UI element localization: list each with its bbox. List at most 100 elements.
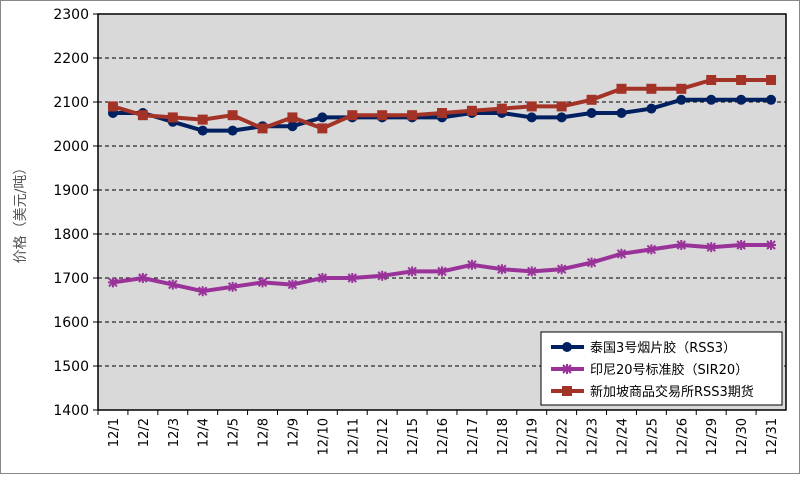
data-point-1 (347, 273, 358, 283)
data-point-0 (586, 108, 597, 118)
data-point-2 (676, 83, 687, 94)
star-stroke (706, 242, 716, 252)
legend-label: 印尼20号标准胶（SIR20） (590, 362, 748, 378)
data-point-2 (496, 103, 507, 114)
x-tick-label: 12/8 (257, 418, 272, 447)
y-axis-label: 价格（美元/吨） (13, 161, 29, 264)
star-stroke (766, 240, 776, 250)
star-stroke (616, 249, 627, 259)
data-point-2 (167, 112, 178, 123)
data-point-2 (407, 110, 418, 121)
data-point-2 (317, 123, 328, 134)
x-tick-label: 12/10 (316, 418, 331, 455)
y-tick-label: 1400 (53, 403, 89, 419)
y-tick-label: 1600 (53, 315, 89, 331)
x-tick-label: 12/24 (615, 418, 630, 455)
legend-marker (562, 364, 572, 374)
legend-marker (562, 386, 572, 396)
data-point-2 (706, 75, 717, 85)
data-point-1 (137, 273, 148, 283)
data-point-1 (586, 257, 597, 268)
data-point-0 (317, 112, 328, 123)
data-point-1 (437, 266, 447, 277)
x-tick-label: 12/17 (466, 418, 481, 455)
star-stroke (556, 264, 567, 274)
data-point-2 (437, 108, 447, 118)
data-point-0 (736, 94, 747, 105)
data-point-2 (766, 75, 777, 85)
data-point-2 (586, 94, 597, 105)
data-point-0 (676, 94, 687, 105)
data-point-1 (317, 273, 328, 283)
data-point-2 (466, 105, 477, 116)
data-point-1 (766, 240, 777, 250)
data-point-1 (197, 286, 208, 297)
data-point-1 (526, 266, 537, 277)
data-point-2 (107, 101, 118, 112)
y-tick-label: 2300 (53, 7, 89, 23)
data-point-1 (377, 270, 388, 281)
data-point-2 (646, 83, 657, 94)
star-stroke (317, 273, 328, 283)
data-point-1 (496, 264, 507, 275)
star-stroke (467, 260, 477, 270)
star-stroke (646, 244, 657, 255)
legend-marker (562, 342, 572, 352)
star-stroke (586, 257, 597, 268)
data-point-0 (227, 125, 238, 136)
data-point-1 (646, 244, 657, 255)
star-stroke (138, 273, 148, 283)
data-point-0 (526, 112, 537, 123)
x-tick-label: 12/5 (227, 418, 242, 447)
data-point-1 (706, 242, 717, 253)
x-tick-label: 12/30 (735, 418, 750, 455)
data-point-1 (107, 277, 118, 288)
x-tick-label: 12/1 (107, 418, 122, 447)
x-tick-label: 12/2 (137, 418, 152, 447)
star-stroke (562, 364, 572, 374)
x-tick-label: 12/19 (526, 418, 541, 455)
x-tick-label: 12/12 (376, 418, 391, 455)
legend-label: 泰国3号烟片胶（RSS3） (590, 340, 736, 356)
x-tick-label: 12/16 (436, 418, 451, 455)
data-point-2 (227, 110, 238, 121)
star-stroke (437, 266, 447, 277)
data-point-0 (766, 94, 777, 105)
data-point-1 (616, 248, 627, 259)
star-stroke (736, 240, 746, 250)
data-point-2 (616, 83, 627, 94)
y-tick-label: 1800 (53, 227, 89, 243)
data-point-1 (227, 281, 238, 292)
x-tick-label: 12/25 (645, 418, 660, 455)
y-tick-label: 2200 (53, 51, 89, 67)
data-point-2 (137, 110, 148, 121)
x-tick-label: 12/3 (167, 418, 182, 447)
data-point-0 (706, 94, 717, 105)
data-point-1 (736, 240, 747, 250)
data-point-2 (347, 110, 358, 121)
data-point-1 (407, 266, 418, 277)
x-tick-label: 12/22 (556, 418, 571, 455)
x-tick-label: 12/23 (586, 418, 601, 455)
star-stroke (108, 277, 118, 288)
data-point-2 (377, 110, 388, 121)
data-point-1 (167, 279, 178, 290)
star-stroke (527, 266, 537, 277)
data-point-0 (646, 103, 657, 114)
data-point-1 (466, 259, 477, 270)
data-point-1 (556, 264, 567, 275)
data-point-1 (257, 277, 268, 288)
data-point-2 (736, 75, 747, 85)
x-tick-label: 12/26 (675, 418, 690, 455)
legend: 泰国3号烟片胶（RSS3） 印尼20号标准胶（SIR20） 新加坡商品交易所RSS3… (540, 331, 783, 406)
legend-label: 新加坡商品交易所RSS3期货 (590, 384, 754, 400)
star-stroke (257, 277, 268, 288)
x-tick-label: 12/31 (765, 418, 780, 455)
star-stroke (676, 240, 687, 250)
x-tick-label: 12/11 (346, 418, 361, 455)
y-tick-label: 1900 (53, 183, 89, 199)
x-tick-label: 12/9 (286, 418, 301, 447)
x-tick-label: 12/18 (496, 418, 511, 455)
